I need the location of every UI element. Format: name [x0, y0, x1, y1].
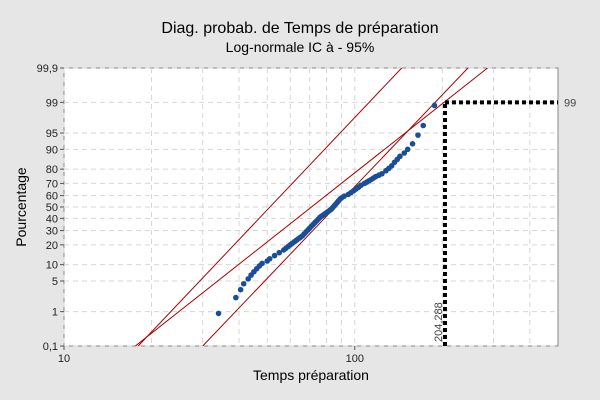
- reference-x-label: 204,288: [433, 302, 445, 342]
- y-tick-label: 30: [46, 226, 58, 238]
- data-point: [240, 280, 247, 287]
- y-tick-label: 99,9: [37, 63, 58, 75]
- y-tick-label: 20: [46, 240, 58, 252]
- data-point: [245, 276, 251, 282]
- y-tick-label: 90: [46, 144, 58, 156]
- data-point: [233, 294, 239, 301]
- chart-subtitle: Log-normale IC à - 95%: [226, 39, 375, 55]
- data-point: [266, 255, 273, 262]
- y-tick-label: 0,1: [43, 341, 58, 353]
- data-point: [215, 310, 222, 317]
- data-point: [404, 146, 411, 153]
- x-axis-label: Temps préparation: [253, 367, 369, 383]
- y-tick-label: 95: [46, 128, 58, 140]
- ci-upper-line: [137, 68, 403, 346]
- y-axis-label: Pourcentage: [13, 167, 29, 247]
- data-point: [415, 132, 421, 138]
- data-point: [409, 140, 416, 147]
- y-tick-label: 99: [46, 97, 58, 109]
- data-point: [259, 260, 265, 267]
- y-tick-label: 60: [46, 191, 58, 203]
- data-point: [237, 286, 244, 293]
- y-tick-label: 50: [46, 202, 58, 214]
- y-tick-label: 5: [52, 276, 58, 288]
- data-point: [397, 153, 403, 160]
- data-points: [215, 102, 438, 317]
- y-tick-label: 1: [52, 307, 58, 319]
- data-point: [379, 170, 385, 177]
- chart-title: Diag. probab. de Temps de préparation: [161, 20, 438, 37]
- data-point: [271, 252, 278, 259]
- y-tick-label: 10: [46, 260, 58, 272]
- y-tick-label: 80: [46, 164, 58, 176]
- grid-lines: [63, 67, 558, 347]
- x-tick-label: 100: [346, 353, 364, 365]
- data-point: [420, 122, 427, 129]
- y-tick-label: 70: [46, 178, 58, 190]
- x-tick-label: 10: [58, 353, 70, 365]
- data-point: [276, 249, 283, 256]
- data-point: [431, 102, 438, 109]
- reference-lines: 99 204,288: [433, 97, 576, 346]
- fitted-line: [135, 68, 488, 346]
- reference-percent-label: 99: [564, 97, 576, 109]
- y-tick-label: 40: [46, 213, 58, 225]
- data-point: [401, 150, 408, 156]
